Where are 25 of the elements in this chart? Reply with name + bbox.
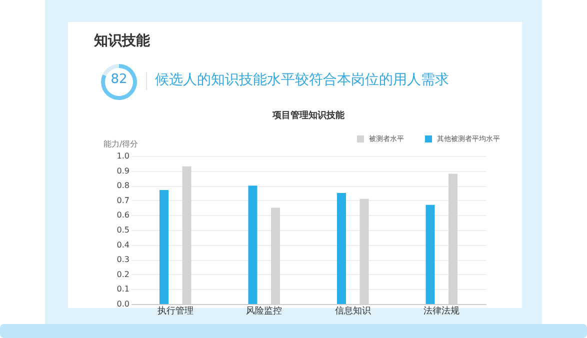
y-axis-title: 能力/得分 [104, 140, 138, 148]
chart-title: 项目管理知识技能 [272, 110, 346, 121]
y-tick-label: 0.2 [116, 270, 130, 279]
y-tick-label: 1.0 [116, 152, 130, 160]
bar [426, 204, 435, 304]
x-tick-label: 法律法规 [424, 306, 460, 316]
y-tick-label: 0.5 [116, 226, 130, 234]
bar [159, 190, 168, 304]
x-tick-label: 风险监控 [246, 306, 282, 316]
y-tick-label: 0.0 [116, 300, 130, 308]
x-tick-label: 信息知识 [334, 306, 371, 316]
bar [336, 193, 346, 304]
x-tick-label: 执行管理 [157, 306, 194, 316]
y-tick-label: 0.1 [116, 284, 130, 294]
y-tick-label: 0.3 [116, 255, 130, 264]
y-tick-label: 0.4 [116, 240, 130, 250]
y-tick-label: 0.9 [116, 166, 130, 176]
bar [248, 186, 258, 304]
donut-slice [101, 64, 137, 100]
y-tick-label: 0.7 [116, 196, 130, 205]
text: 候选人的知识技能水平较符合本岗位的用人需求 [155, 71, 449, 89]
text: 知识技能 [94, 32, 150, 50]
y-tick-label: 0.6 [116, 210, 130, 220]
text: 82 [110, 72, 128, 87]
y-tick-label: 0.8 [116, 181, 130, 190]
